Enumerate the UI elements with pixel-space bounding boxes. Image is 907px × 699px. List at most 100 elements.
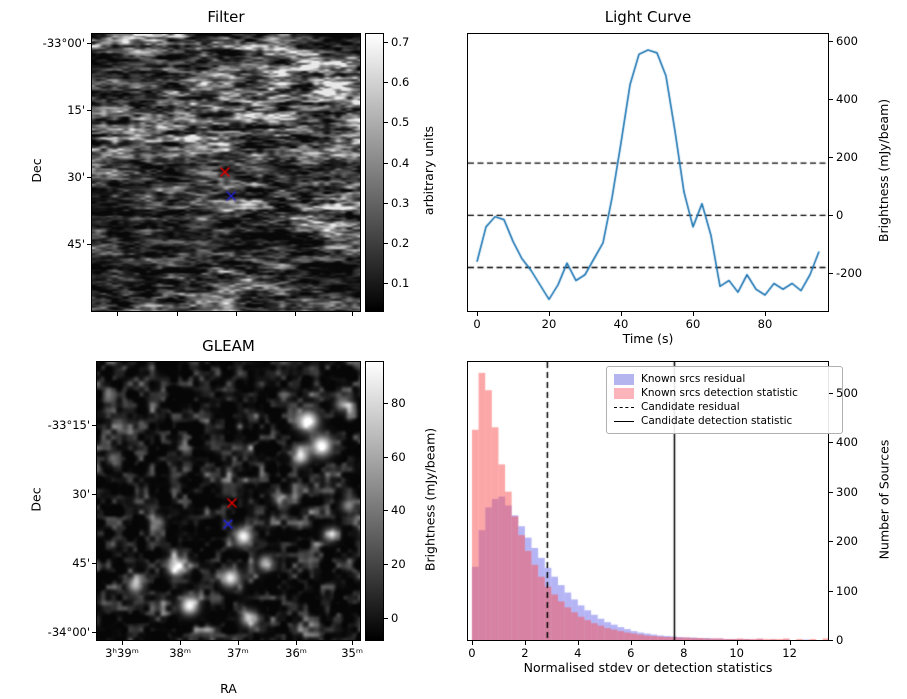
filter-ytick-label: 15' bbox=[67, 102, 85, 117]
tick-mark bbox=[829, 99, 833, 101]
histogram-xtick-label: 12 bbox=[782, 646, 797, 660]
legend-label-known-detection: Known srcs detection statistic bbox=[641, 387, 798, 399]
tick-mark bbox=[296, 641, 298, 645]
lightcurve-xlabel: Time (s) bbox=[622, 331, 674, 346]
tick-mark bbox=[384, 510, 388, 512]
tick-mark bbox=[384, 618, 388, 620]
tick-mark bbox=[180, 641, 182, 645]
tick-mark bbox=[384, 564, 388, 566]
histogram-xlabel: Normalised stdev or detection statistics bbox=[523, 660, 773, 675]
filter-colorbar-tick-label: 0.4 bbox=[391, 155, 410, 170]
gleam-xlabel: RA bbox=[220, 681, 237, 696]
lightcurve-plot bbox=[467, 33, 829, 312]
legend-swatch-known-detection bbox=[614, 387, 634, 399]
histogram-xtick-label: 10 bbox=[729, 646, 744, 660]
legend-label-candidate-residual: Candidate residual bbox=[641, 401, 740, 413]
filter-colorbar-tick-label: 0.6 bbox=[391, 75, 410, 90]
tick-mark bbox=[524, 641, 526, 645]
gleam-colorbar-tick-label: 20 bbox=[391, 557, 406, 572]
tick-mark bbox=[352, 641, 354, 645]
histogram-legend: Known srcs residual Known srcs detection… bbox=[606, 366, 843, 434]
filter-ytick-label: 30' bbox=[67, 169, 85, 184]
tick-mark bbox=[621, 312, 622, 316]
tick-mark bbox=[384, 242, 388, 244]
tick-mark bbox=[176, 312, 178, 316]
gleam-colorbar-tick-label: 0 bbox=[391, 611, 399, 626]
histogram-ytick-label: 0 bbox=[836, 633, 844, 647]
gleam-colorbar-label: Brightness (mJy/beam) bbox=[422, 427, 438, 572]
gleam-xtick-label: 36ᵐ bbox=[285, 646, 307, 660]
tick-mark bbox=[87, 109, 91, 111]
gleam-xtick-label: 35ᵐ bbox=[341, 646, 364, 660]
filter-colorbar-tick-label: 0.1 bbox=[391, 276, 410, 291]
tick-mark bbox=[351, 312, 353, 316]
filter-ytick-label: -33°00' bbox=[42, 35, 85, 50]
tick-mark bbox=[87, 176, 91, 178]
tick-mark bbox=[829, 41, 833, 43]
tick-mark bbox=[829, 442, 833, 444]
gleam-ytick-label: 45' bbox=[72, 555, 90, 570]
filter-ytick-label: 45' bbox=[67, 236, 85, 251]
lightcurve-ytick-label: 0 bbox=[836, 208, 844, 223]
lightcurve-xtick-label: 80 bbox=[757, 317, 773, 331]
tick-mark bbox=[829, 640, 833, 641]
legend-entry-known-residual: Known srcs residual bbox=[614, 373, 835, 385]
filter-image bbox=[91, 33, 361, 312]
histogram-ylabel: Number of Sources bbox=[876, 439, 892, 560]
tick-mark bbox=[384, 82, 388, 84]
tick-mark bbox=[384, 42, 388, 44]
histogram-ytick-label: 300 bbox=[836, 484, 858, 499]
tick-mark bbox=[829, 215, 833, 217]
gleam-colorbar bbox=[365, 361, 384, 641]
lightcurve-ytick-label: 600 bbox=[836, 34, 858, 49]
legend-swatch-candidate-residual bbox=[614, 406, 634, 408]
tick-mark bbox=[477, 312, 478, 316]
legend-swatch-known-residual bbox=[614, 373, 634, 385]
histogram-xtick-label: 2 bbox=[521, 646, 529, 660]
tick-mark bbox=[384, 202, 388, 204]
filter-colorbar-tick-label: 0.2 bbox=[391, 235, 410, 250]
tick-mark bbox=[829, 157, 833, 159]
tick-mark bbox=[829, 273, 833, 275]
histogram-ytick-label: 400 bbox=[836, 435, 858, 450]
legend-entry-candidate-residual: Candidate residual bbox=[614, 401, 835, 413]
tick-mark bbox=[384, 456, 388, 458]
tick-mark bbox=[829, 392, 833, 394]
gleam-title: GLEAM bbox=[202, 337, 255, 355]
histogram-ytick-label: 500 bbox=[836, 385, 858, 400]
tick-mark bbox=[384, 122, 388, 124]
filter-colorbar-label: arbitrary units bbox=[421, 125, 436, 216]
tick-mark bbox=[829, 541, 833, 543]
tick-mark bbox=[736, 641, 738, 645]
histogram-xtick-label: 4 bbox=[574, 646, 582, 660]
tick-mark bbox=[384, 402, 388, 404]
tick-mark bbox=[117, 312, 119, 316]
lightcurve-xtick-label: 40 bbox=[613, 317, 629, 331]
histogram-xtick-label: 8 bbox=[680, 646, 688, 660]
gleam-ytick-label: -33°15' bbox=[47, 418, 90, 433]
tick-mark bbox=[92, 562, 96, 564]
tick-mark bbox=[235, 312, 237, 316]
gleam-ytick-label: 30' bbox=[72, 487, 90, 502]
tick-mark bbox=[92, 631, 96, 633]
lightcurve-ytick-label: -200 bbox=[836, 266, 863, 281]
legend-label-known-residual: Known srcs residual bbox=[641, 373, 746, 385]
filter-colorbar-tick-label: 0.5 bbox=[391, 115, 410, 130]
tick-mark bbox=[693, 312, 694, 316]
filter-colorbar-tick-label: 0.3 bbox=[391, 195, 410, 210]
legend-label-candidate-detection: Candidate detection statistic bbox=[641, 415, 793, 427]
tick-mark bbox=[92, 494, 96, 496]
lightcurve-ytick-label: 400 bbox=[836, 92, 858, 107]
tick-mark bbox=[384, 162, 388, 164]
gleam-colorbar-tick-label: 40 bbox=[391, 503, 406, 518]
histogram-ytick-label: 200 bbox=[836, 534, 858, 549]
filter-colorbar-tick-label: 0.7 bbox=[391, 35, 410, 50]
tick-mark bbox=[121, 641, 123, 645]
gleam-xtick-label: 37ᵐ bbox=[227, 646, 249, 660]
tick-mark bbox=[683, 641, 685, 645]
histogram-xtick-label: 0 bbox=[468, 646, 476, 660]
tick-mark bbox=[549, 312, 550, 316]
gleam-xtick-label: 38ᵐ bbox=[169, 646, 191, 660]
lightcurve-ylabel: Brightness (mJy/beam) bbox=[876, 98, 891, 243]
